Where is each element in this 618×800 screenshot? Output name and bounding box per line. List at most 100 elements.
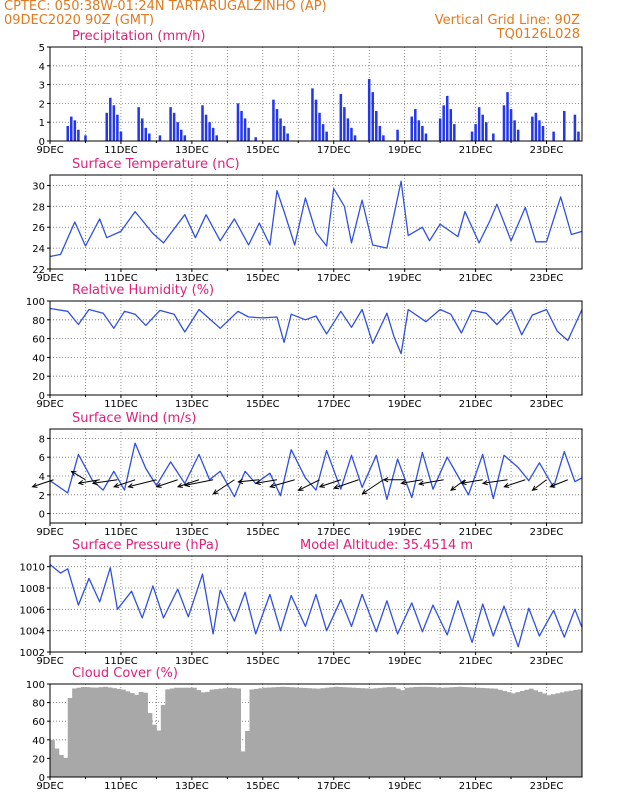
cloud-bar [480,687,485,777]
precip-bar [176,122,179,141]
precip-bar [140,118,144,141]
header-date: 09DEC2020 90Z (GMT) [4,13,155,28]
wind-arrow [71,470,86,481]
x-tick-label: 17DEC [317,781,351,792]
wind-arrow-head [212,489,219,495]
cloud-bar [502,690,508,777]
cloud-bar [214,689,219,777]
wind-arrow [550,479,568,488]
cloud-bar [227,687,233,777]
precip-bar [445,95,449,141]
series-line [49,307,583,355]
x-tick-label: 21DEC [459,781,493,792]
x-tick-label: 15DEC [246,527,280,538]
x-tick-label: 19DEC [388,781,422,792]
precip-bar [531,116,534,141]
precip-bar [105,112,109,141]
cloud-bar [258,688,264,777]
y-tick-label: 6 [39,453,45,464]
cloud-bar [546,695,552,777]
wind-arrow-head [113,482,120,488]
x-tick-label: 15DEC [246,145,280,156]
x-tick-label: 13DEC [175,399,209,410]
precip-bar [286,133,289,141]
wind-arrow [482,479,508,484]
cloud-bar [267,687,273,777]
panel-title: Precipitation (mm/h) [72,29,205,44]
cloud-bar [426,686,432,777]
x-tick-label: 15DEC [246,273,280,284]
precip-bar [481,114,484,141]
precip-bar [204,114,208,141]
y-tick-label: 60 [32,335,45,346]
precip-bar [442,105,445,141]
y-tick-label: 22 [32,265,45,276]
cloud-bar [169,688,175,777]
wind-arrow [461,479,483,484]
panel-title: Surface Wind (m/s) [72,411,196,426]
wind-arrow-head [91,480,98,486]
x-tick-label: 19DEC [388,656,422,667]
cloud-bar [209,689,215,777]
precip-bar [492,133,495,141]
precip-bar [137,107,140,141]
precip-bar [410,116,414,141]
panel-5-frame [49,683,583,778]
cloud-bar [54,748,60,777]
panel-2-frame [49,300,583,396]
cloud-bar [550,694,556,777]
wind-arrow [504,479,526,488]
precip-bar [417,120,421,141]
y-tick-label: 0 [39,510,45,521]
cloud-bar [218,688,224,777]
cloud-bar [449,687,454,777]
x-tick-label: 11DEC [104,781,138,792]
wind-arrow [156,479,178,488]
wind-arrow [532,479,547,491]
x-tick-label: 23DEC [530,656,564,667]
wind-arrow-head [450,485,456,491]
y-tick-label: 20 [32,372,45,383]
cloud-bar [391,687,397,777]
cloud-bar [351,687,357,777]
x-tick-label: 17DEC [317,273,351,284]
cloud-bar [293,687,299,777]
x-tick-label: 21DEC [459,656,493,667]
wind-arrow-head [481,480,488,486]
cloud-bar [511,693,516,777]
cloud-bar [103,686,109,777]
precip-bar [346,118,350,141]
precip-bar [343,107,346,141]
wind-arrow [255,479,278,484]
cloud-bar [284,687,290,777]
wind-arrow-head [237,478,244,485]
y-tick-label: 1010 [20,563,45,574]
cloud-bar [555,693,561,777]
precip-bar [509,109,513,141]
precip-bar [275,109,279,141]
cloud-bar [205,691,210,777]
precip-bar [169,107,172,141]
y-tick-label: 1004 [20,627,45,638]
precip-bar [311,88,314,141]
cloud-bar [471,687,476,777]
precip-bar [318,112,321,141]
wind-arrow-head [77,479,84,486]
x-tick-label: 23DEC [530,273,564,284]
wind-arrow-head [297,485,304,491]
cloud-bar [316,688,321,777]
cloud-bar [89,687,95,777]
cloud-bar [143,692,148,777]
precip-bar [477,107,481,141]
cloud-bar [382,687,388,777]
cloud-bar [307,688,312,777]
x-tick-label: 23DEC [530,399,564,410]
wind-arrow-head [549,482,556,488]
cloud-bar [435,687,441,777]
x-tick-label: 13DEC [175,273,209,284]
series-line [49,442,583,501]
precip-bar [158,135,162,141]
precip-bar [470,131,474,141]
x-tick-label: 17DEC [317,527,351,538]
cloud-bar [311,688,317,777]
